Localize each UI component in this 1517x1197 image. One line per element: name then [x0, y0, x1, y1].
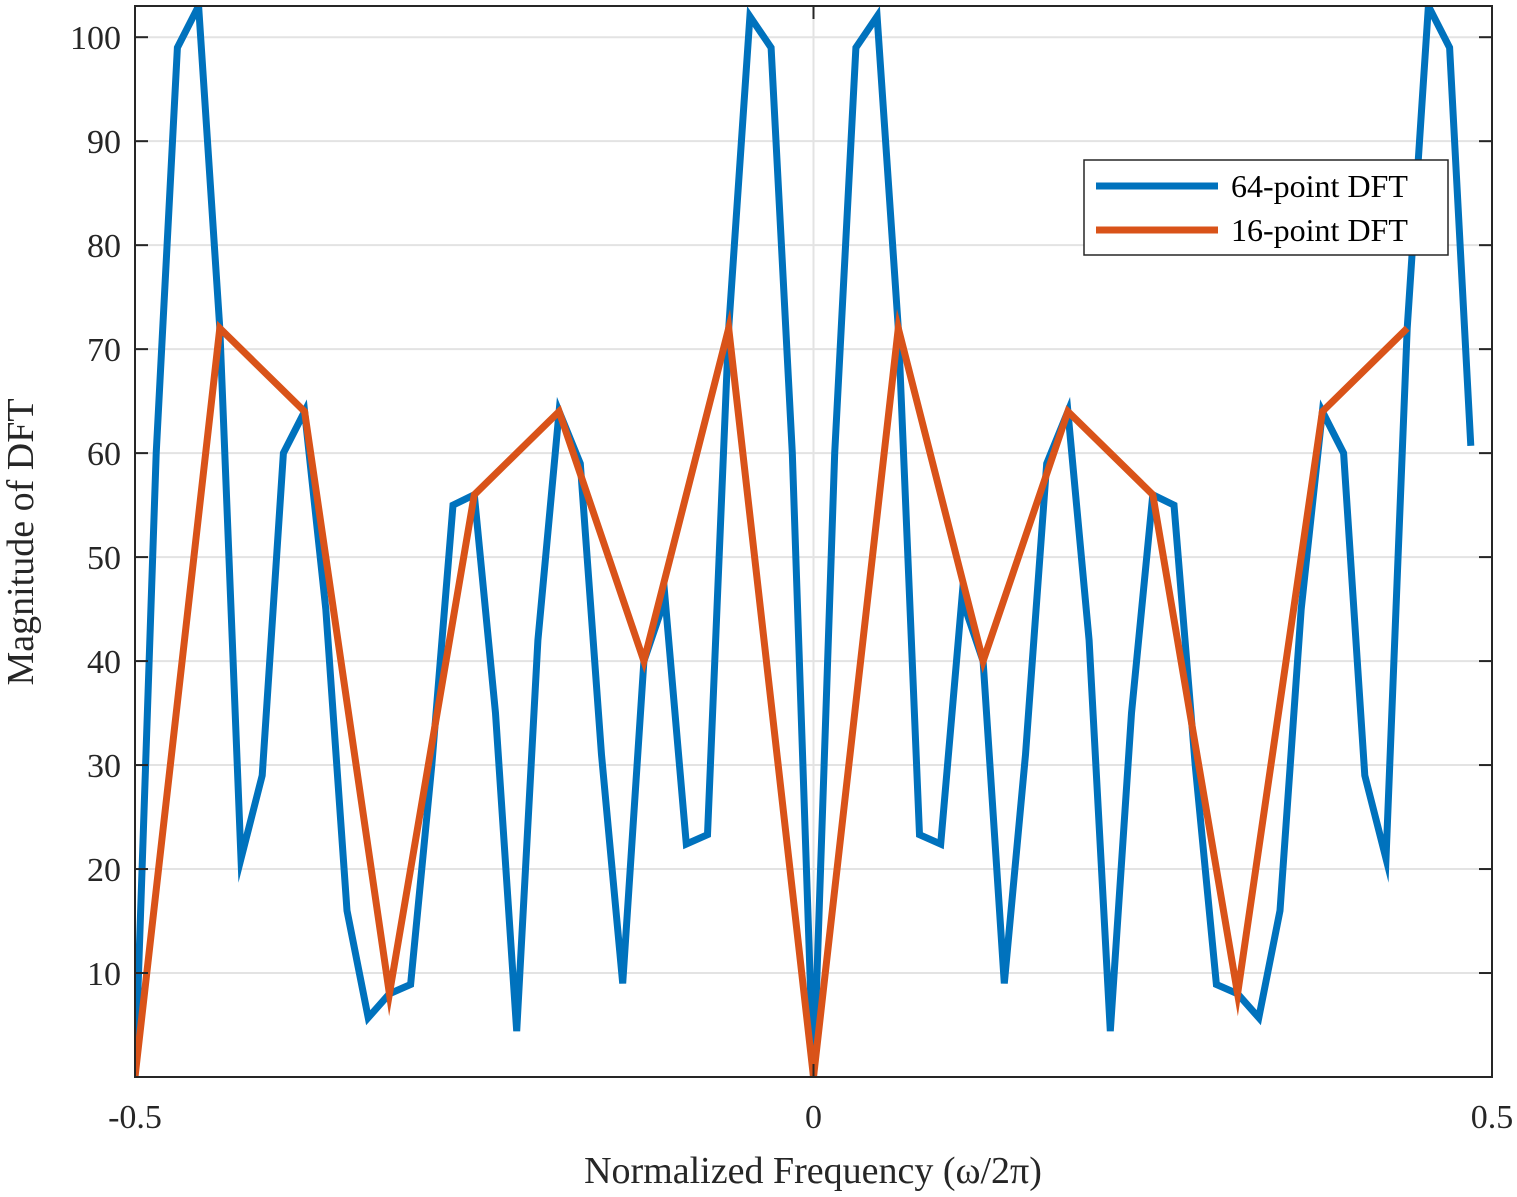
y-tick-label: 40: [87, 644, 121, 681]
y-tick-label: 70: [87, 332, 121, 369]
x-axis-title: Normalized Frequency (ω/2π): [584, 1150, 1042, 1192]
x-tick-label: 0.5: [1471, 1099, 1514, 1136]
y-tick-label: 90: [87, 124, 121, 161]
series-line-16-point: [135, 308, 1410, 1077]
y-tick-label: 30: [87, 748, 121, 785]
series-layer: [135, 6, 1475, 1077]
legend-label-64-point: 64-point DFT: [1231, 168, 1408, 204]
y-tick-label: 60: [87, 436, 121, 473]
x-tick-label: -0.5: [108, 1099, 162, 1136]
legend-box: [1083, 159, 1449, 256]
series-line-64-point: [135, 6, 1475, 1077]
axis-ticks: [134, 6, 1493, 1077]
x-tick-label: 0: [805, 1099, 822, 1136]
y-tick-label: 100: [70, 20, 121, 57]
y-tick-label: 10: [87, 956, 121, 993]
legend: 64-point DFT 16-point DFT: [1083, 159, 1449, 256]
y-tick-label: 50: [87, 540, 121, 577]
legend-label-16-point: 16-point DFT: [1231, 212, 1408, 248]
y-tick-labels: 10 20 30 40 50 60 70 80 90 100: [70, 20, 121, 993]
y-axis-title: Magnitude of DFT: [0, 398, 42, 685]
y-tick-label: 20: [87, 852, 121, 889]
x-tick-labels: -0.5 0 0.5: [108, 1099, 1513, 1136]
y-tick-label: 80: [87, 228, 121, 265]
